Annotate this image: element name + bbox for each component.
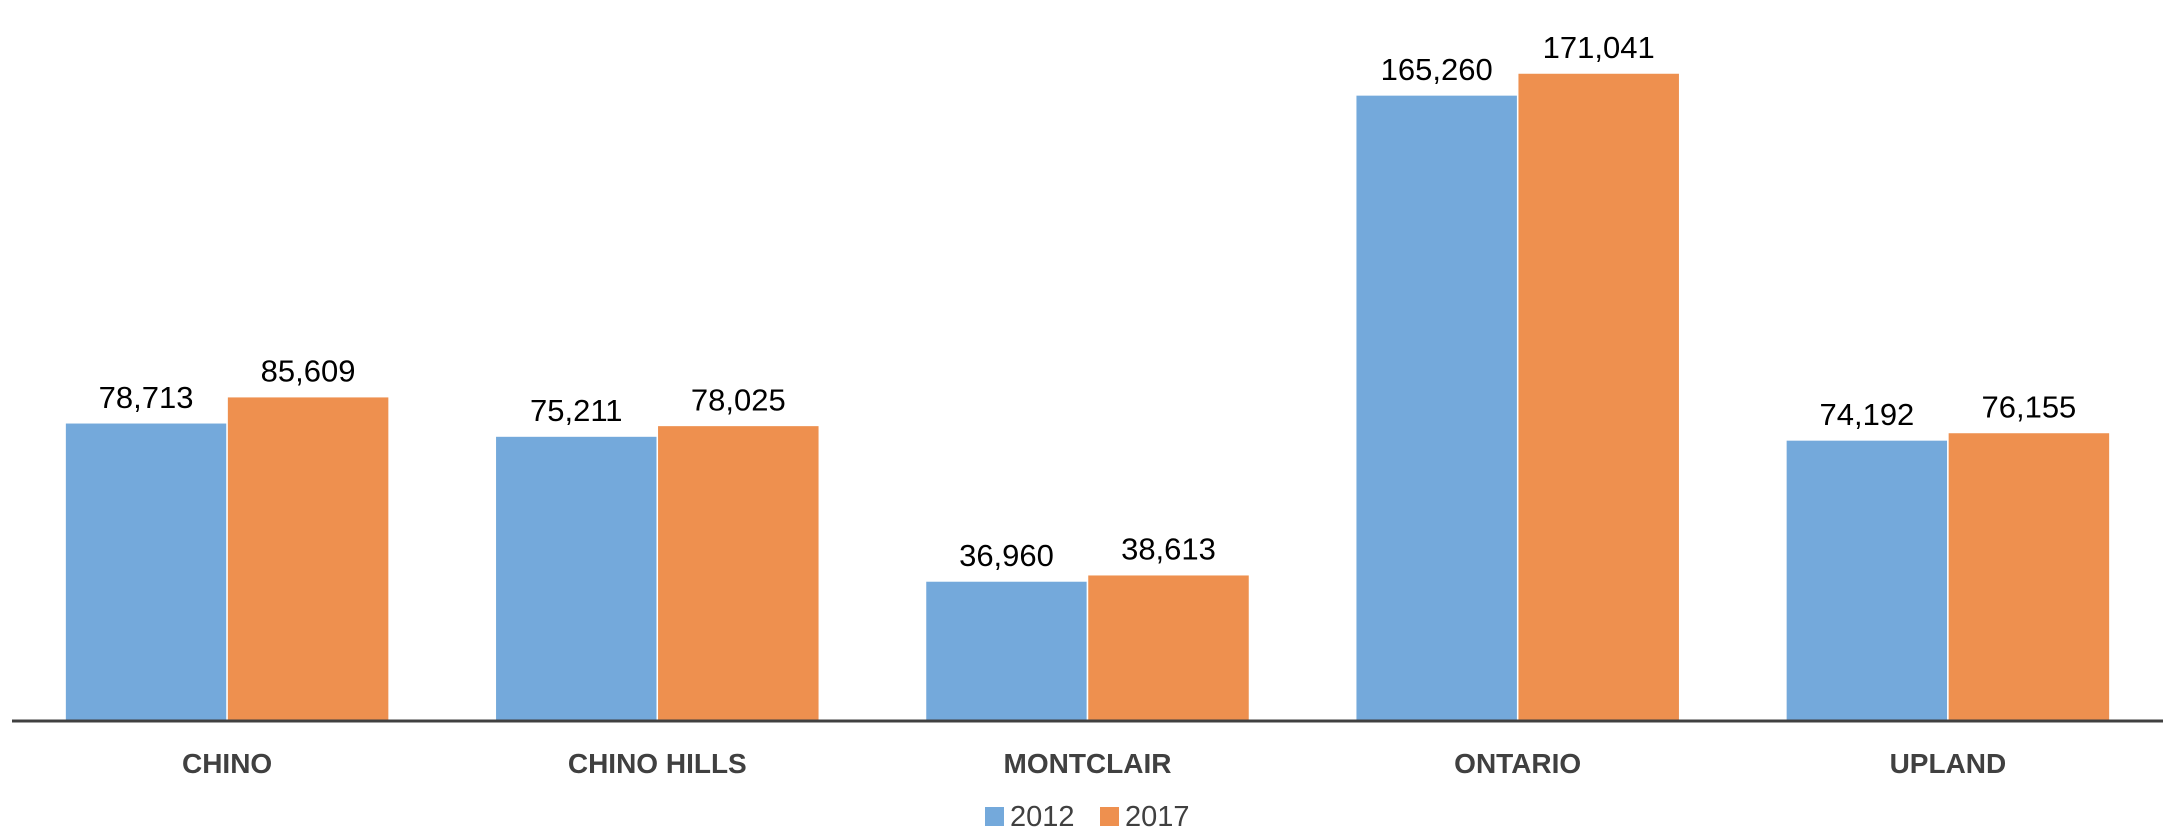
data-label-upland-2017: 76,155 (1981, 389, 2076, 424)
bar-upland-2012 (1785, 439, 1949, 722)
bar-chino-hills-2017 (656, 424, 821, 722)
data-label-ontario-2017: 171,041 (1543, 30, 1655, 65)
bar-ontario-2012 (1354, 94, 1519, 722)
legend: 2012 2017 (985, 801, 1190, 833)
data-label-montclair-2012: 36,960 (959, 538, 1054, 573)
legend-swatch-2017 (1100, 807, 1119, 826)
data-label-upland-2012: 74,192 (1819, 397, 1914, 432)
bar-montclair-2017 (1086, 573, 1251, 722)
data-label-chino-hills-2017: 78,025 (691, 382, 786, 417)
category-label-chino-hills: CHINO HILLS (568, 748, 747, 779)
bar-montclair-2012 (924, 580, 1089, 722)
bar-chino-hills-2012 (494, 435, 659, 722)
data-labels-layer: 78,713 85,609 75,211 78,025 36,960 38,613 165,… (99, 30, 2077, 573)
data-label-montclair-2017: 38,613 (1121, 532, 1216, 567)
data-label-chino-2017: 85,609 (261, 354, 356, 389)
category-label-ontario: ONTARIO (1454, 748, 1581, 779)
bars-layer (64, 72, 2111, 722)
legend-swatch-2012 (985, 807, 1004, 826)
legend-label-2017: 2017 (1125, 801, 1190, 833)
bar-ontario-2017 (1516, 72, 1681, 722)
bar-chino-2012 (64, 422, 228, 722)
category-labels-layer: CHINO CHINO HILLS MONTCLAIR ONTARIO UPLAND (182, 748, 2006, 779)
bar-upland-2017 (1947, 431, 2111, 722)
category-label-montclair: MONTCLAIR (1004, 748, 1172, 779)
category-label-chino: CHINO (182, 748, 272, 779)
data-label-ontario-2012: 165,260 (1381, 52, 1493, 87)
data-label-chino-hills-2012: 75,211 (530, 393, 623, 428)
category-label-upland: UPLAND (1890, 748, 2007, 779)
legend-label-2012: 2012 (1010, 801, 1075, 833)
bar-chino-2017 (226, 395, 390, 722)
data-label-chino-2012: 78,713 (99, 380, 194, 415)
